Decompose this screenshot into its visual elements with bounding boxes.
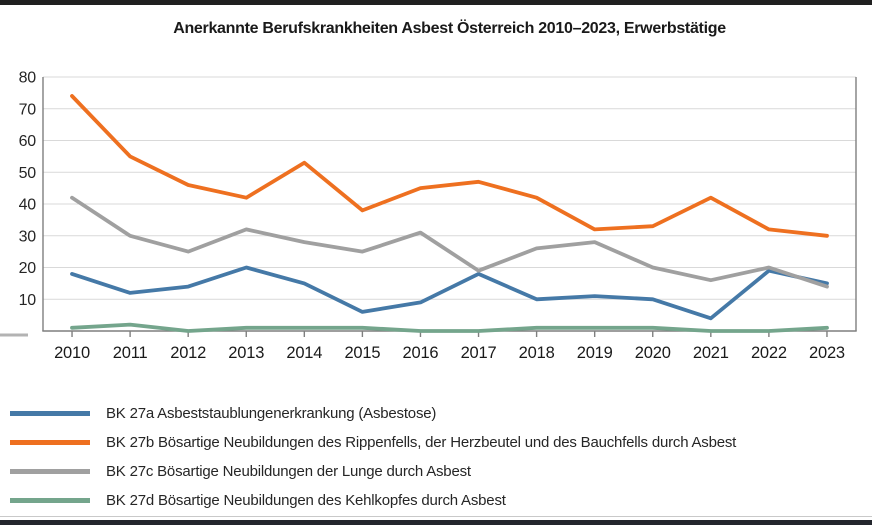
legend-label-bk27d: BK 27d Bösartige Neubildungen des Kehlko… bbox=[106, 492, 506, 509]
top-rule bbox=[0, 0, 872, 5]
y-axis-label: 70 bbox=[19, 101, 37, 118]
series-line-1 bbox=[70, 94, 829, 238]
legend-swatch-bk27b bbox=[10, 440, 90, 445]
x-axis-label: 2015 bbox=[344, 344, 380, 362]
x-axis-label: 2016 bbox=[403, 344, 439, 362]
legend: BK 27a Asbeststaublungenerkrankung (Asbe… bbox=[10, 399, 736, 515]
legend-item-bk27d: BK 27d Bösartige Neubildungen des Kehlko… bbox=[10, 486, 736, 515]
bottom-hairline bbox=[0, 516, 872, 517]
y-axis-label: 50 bbox=[19, 165, 37, 182]
x-axis-label: 2020 bbox=[635, 344, 671, 362]
y-axis-label: 30 bbox=[19, 228, 37, 245]
series-line-3 bbox=[70, 322, 829, 333]
x-axis-label: 2013 bbox=[228, 344, 264, 362]
legend-label-bk27c: BK 27c Bösartige Neubildungen der Lunge … bbox=[106, 463, 471, 480]
y-axis-label: 60 bbox=[19, 133, 37, 150]
x-axis-label: 2010 bbox=[54, 344, 90, 362]
legend-swatch-bk27d bbox=[10, 498, 90, 503]
y-axis-label: 40 bbox=[19, 197, 37, 214]
x-axis-label: 2014 bbox=[286, 344, 322, 362]
x-axis-label: 2018 bbox=[519, 344, 555, 362]
legend-item-bk27a: BK 27a Asbeststaublungenerkrankung (Asbe… bbox=[10, 399, 736, 428]
legend-swatch-bk27c bbox=[10, 469, 90, 474]
legend-item-bk27c: BK 27c Bösartige Neubildungen der Lunge … bbox=[10, 457, 736, 486]
y-axis-label: 80 bbox=[19, 70, 37, 87]
y-axis-label: 20 bbox=[19, 260, 37, 277]
line-chart: 10 20 30 40 50 60 70 80 2010 2011 2012 2013 2014 2015… bbox=[0, 70, 857, 362]
x-axis-label: 2019 bbox=[577, 344, 613, 362]
y-axis-label: 10 bbox=[19, 292, 37, 309]
series-line-2 bbox=[70, 195, 829, 289]
legend-swatch-bk27a bbox=[10, 411, 90, 416]
legend-label-bk27b: BK 27b Bösartige Neubildungen des Rippen… bbox=[106, 434, 737, 451]
x-axis-label: 2017 bbox=[461, 344, 497, 362]
legend-label-bk27a: BK 27a Asbeststaublungenerkrankung (Asbe… bbox=[106, 405, 437, 422]
x-axis-label: 2021 bbox=[693, 344, 729, 362]
x-axis-label: 2022 bbox=[751, 344, 787, 362]
x-axis-label: 2011 bbox=[113, 344, 148, 362]
x-axis-label: 2012 bbox=[170, 344, 206, 362]
legend-item-bk27b: BK 27b Bösartige Neubildungen des Rippen… bbox=[10, 428, 736, 457]
page-title: Anerkannte Berufskrankheiten Asbest Öste… bbox=[173, 20, 726, 37]
bottom-rule bbox=[0, 520, 872, 525]
x-axis-label: 2023 bbox=[809, 344, 845, 362]
series-line-0 bbox=[70, 265, 829, 321]
